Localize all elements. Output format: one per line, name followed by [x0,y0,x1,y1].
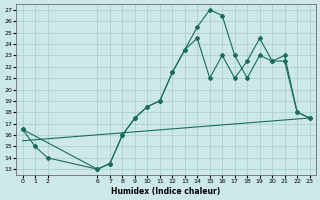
X-axis label: Humidex (Indice chaleur): Humidex (Indice chaleur) [111,187,221,196]
